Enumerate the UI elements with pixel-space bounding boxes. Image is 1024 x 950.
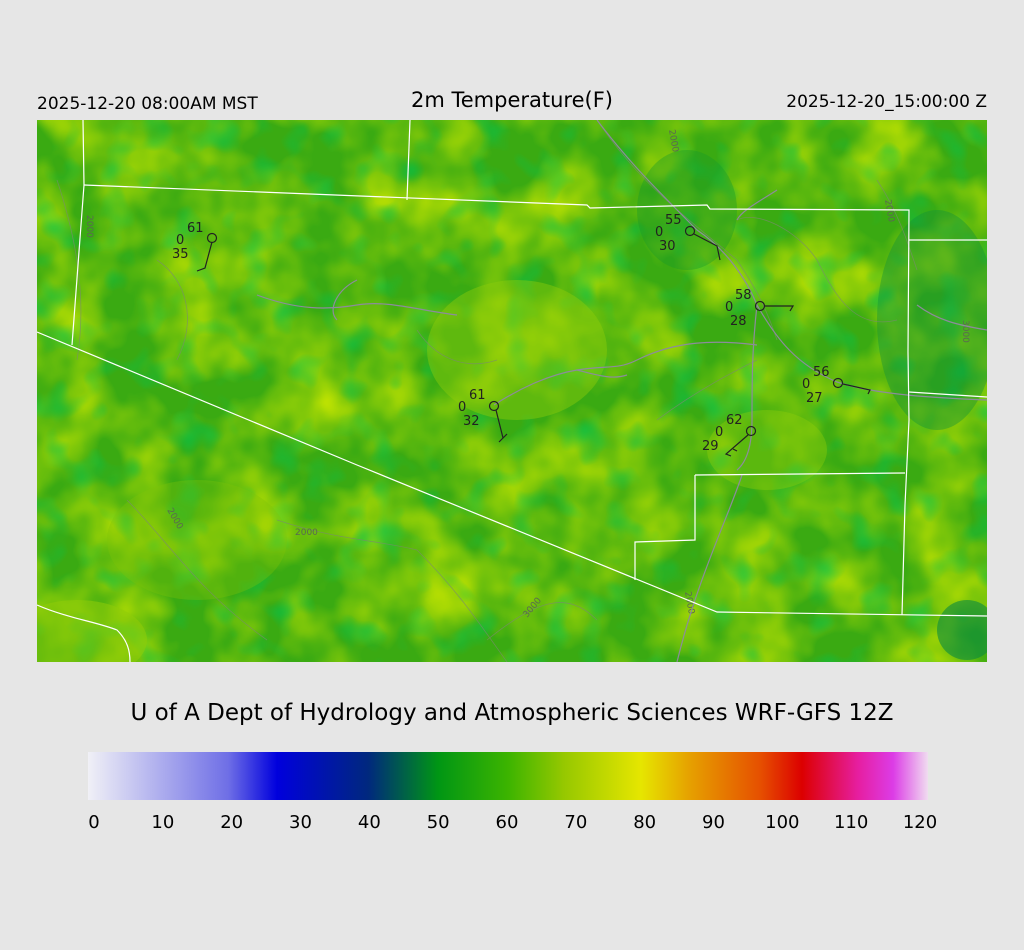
station-cloud-cover: 0	[176, 233, 184, 248]
colorbar-tick-label: 40	[357, 812, 381, 833]
station-cloud-cover: 0	[802, 377, 810, 392]
valid-time-utc: 2025-12-20_15:00:00 Z	[786, 92, 987, 112]
station-cloud-cover: 0	[715, 425, 723, 440]
station-plots: 61 0 35 55 0 30 58 0 28 61 0 32	[172, 213, 871, 457]
station-plot: 62 0 29	[702, 413, 757, 457]
temperature-field	[37, 120, 987, 662]
map-title: 2m Temperature(F)	[411, 88, 613, 112]
roads	[256, 120, 987, 662]
station-temperature: 61	[469, 388, 486, 403]
station-cloud-cover: 0	[725, 300, 733, 315]
contour-label: 2000	[84, 215, 94, 238]
station-plot: 58 0 28	[725, 288, 795, 329]
terrain-contours	[56, 120, 918, 662]
station-cloud-cover: 0	[655, 225, 663, 240]
station-dewpoint: 27	[806, 391, 823, 406]
station-plot: 56 0 27	[802, 365, 871, 406]
colorbar-gradient	[88, 752, 928, 800]
station-temperature: 55	[665, 213, 682, 228]
station-plot: 61 0 32	[458, 388, 508, 443]
station-cloud-cover: 0	[458, 400, 466, 415]
colorbar-ticks: 0 10 20 30 40 50 60 70 80 90 100 110 120	[0, 812, 1024, 840]
station-temperature: 56	[813, 365, 830, 380]
colorbar-tick-label: 80	[633, 812, 657, 833]
colorbar-tick-label: 10	[151, 812, 175, 833]
station-temperature: 58	[735, 288, 752, 303]
temperature-map: 2000 2000 3000 2000 3000 2000 2000 2000	[37, 120, 987, 662]
colorbar-tick-label: 60	[495, 812, 519, 833]
station-dewpoint: 29	[702, 439, 719, 454]
contour-label: 3000	[960, 320, 970, 343]
colorbar-tick-label: 50	[426, 812, 450, 833]
station-plot: 55 0 30	[655, 213, 721, 261]
colorbar-tick-label: 90	[702, 812, 725, 833]
station-dewpoint: 32	[463, 414, 480, 429]
colorbar-tick-label: 120	[902, 812, 938, 833]
station-temperature: 61	[187, 221, 204, 236]
valid-time-local: 2025-12-20 08:00AM MST	[37, 94, 258, 114]
colorbar-tick-label: 70	[564, 812, 588, 833]
model-credit: U of A Dept of Hydrology and Atmospheric…	[130, 700, 894, 726]
political-boundaries	[37, 120, 987, 662]
station-dewpoint: 30	[659, 239, 676, 254]
colorbar-tick-label: 20	[220, 812, 244, 833]
station-dewpoint: 28	[730, 314, 747, 329]
colorbar-tick-label: 0	[88, 812, 100, 833]
temperature-colorbar	[88, 752, 928, 800]
colorbar-tick-label: 30	[289, 812, 312, 833]
station-dewpoint: 35	[172, 247, 189, 262]
station-temperature: 62	[726, 413, 743, 428]
station-plot: 61 0 35	[172, 221, 218, 272]
contour-label: 2000	[295, 528, 318, 538]
contour-label: 2000	[666, 129, 680, 154]
colorbar-tick-label: 110	[833, 812, 869, 833]
colorbar-tick-label: 100	[765, 812, 800, 833]
contour-label: 2000	[882, 199, 896, 224]
